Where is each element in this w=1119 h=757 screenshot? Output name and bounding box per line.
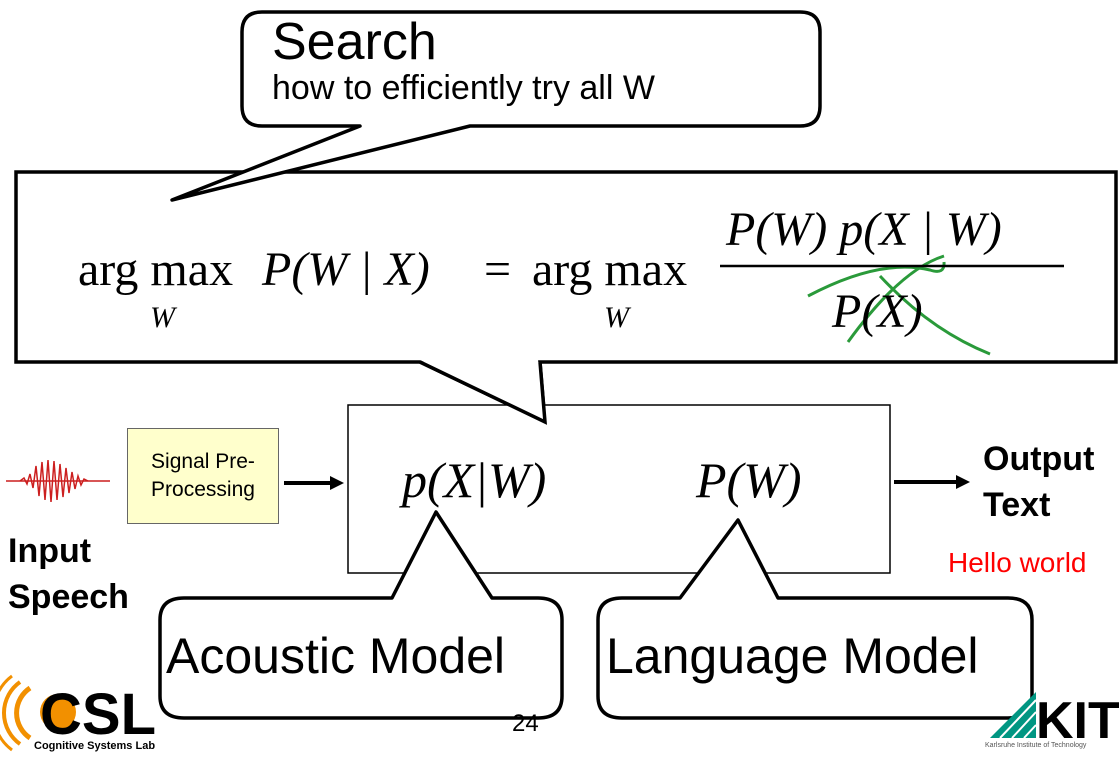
signal-preprocessing-box: Signal Pre-Processing — [127, 428, 279, 524]
arrow-signal-to-model — [284, 476, 344, 490]
svg-text:KIT: KIT — [1036, 692, 1119, 750]
waveform-icon — [6, 459, 110, 503]
acoustic-model-label: Acoustic Model — [166, 628, 506, 684]
rhs-argmax-subscript: W — [604, 301, 629, 334]
csl-caption: Cognitive Systems Lab — [34, 740, 156, 752]
search-subtitle: how to efficiently try all W — [272, 69, 655, 107]
fraction-denominator: P(X) — [832, 285, 923, 338]
language-model-label: Language Model — [606, 628, 979, 684]
kit-caption: Karlsruhe Institute of Technology — [985, 742, 1087, 749]
crossout-stroke-2 — [846, 254, 945, 343]
lhs-argmax: arg max — [78, 243, 234, 296]
input-speech-label-line2: Speech — [8, 578, 129, 616]
csl-logo-icon: CSL — [0, 674, 156, 752]
lhs-argmax-subscript: W — [150, 301, 175, 334]
crossout-stroke-3 — [878, 274, 991, 356]
equals-sign: = — [484, 243, 512, 296]
svg-text:CSL: CSL — [40, 682, 156, 747]
search-title: Search — [272, 13, 437, 71]
output-text-label-line2: Text — [983, 486, 1051, 524]
arrow-model-to-output — [894, 475, 970, 489]
input-speech-label-line1: Input — [8, 532, 92, 570]
page-number: 24 — [512, 710, 539, 737]
acoustic-term: p(X|W) — [402, 452, 547, 508]
output-example-text: Hello world — [948, 547, 1087, 578]
rhs-argmax: arg max — [532, 243, 688, 296]
signal-preprocessing-label: Signal Pre-Processing — [151, 450, 255, 501]
lhs-expression: P(W | X) — [262, 243, 430, 296]
acoustic-model-callout — [158, 510, 564, 720]
language-term: P(W) — [696, 452, 802, 508]
search-bubble — [170, 10, 822, 202]
kit-logo-icon: KIT — [990, 692, 1119, 750]
fraction-numerator: P(W) p(X | W) — [726, 203, 1002, 256]
output-text-label-line1: Output — [983, 440, 1095, 478]
